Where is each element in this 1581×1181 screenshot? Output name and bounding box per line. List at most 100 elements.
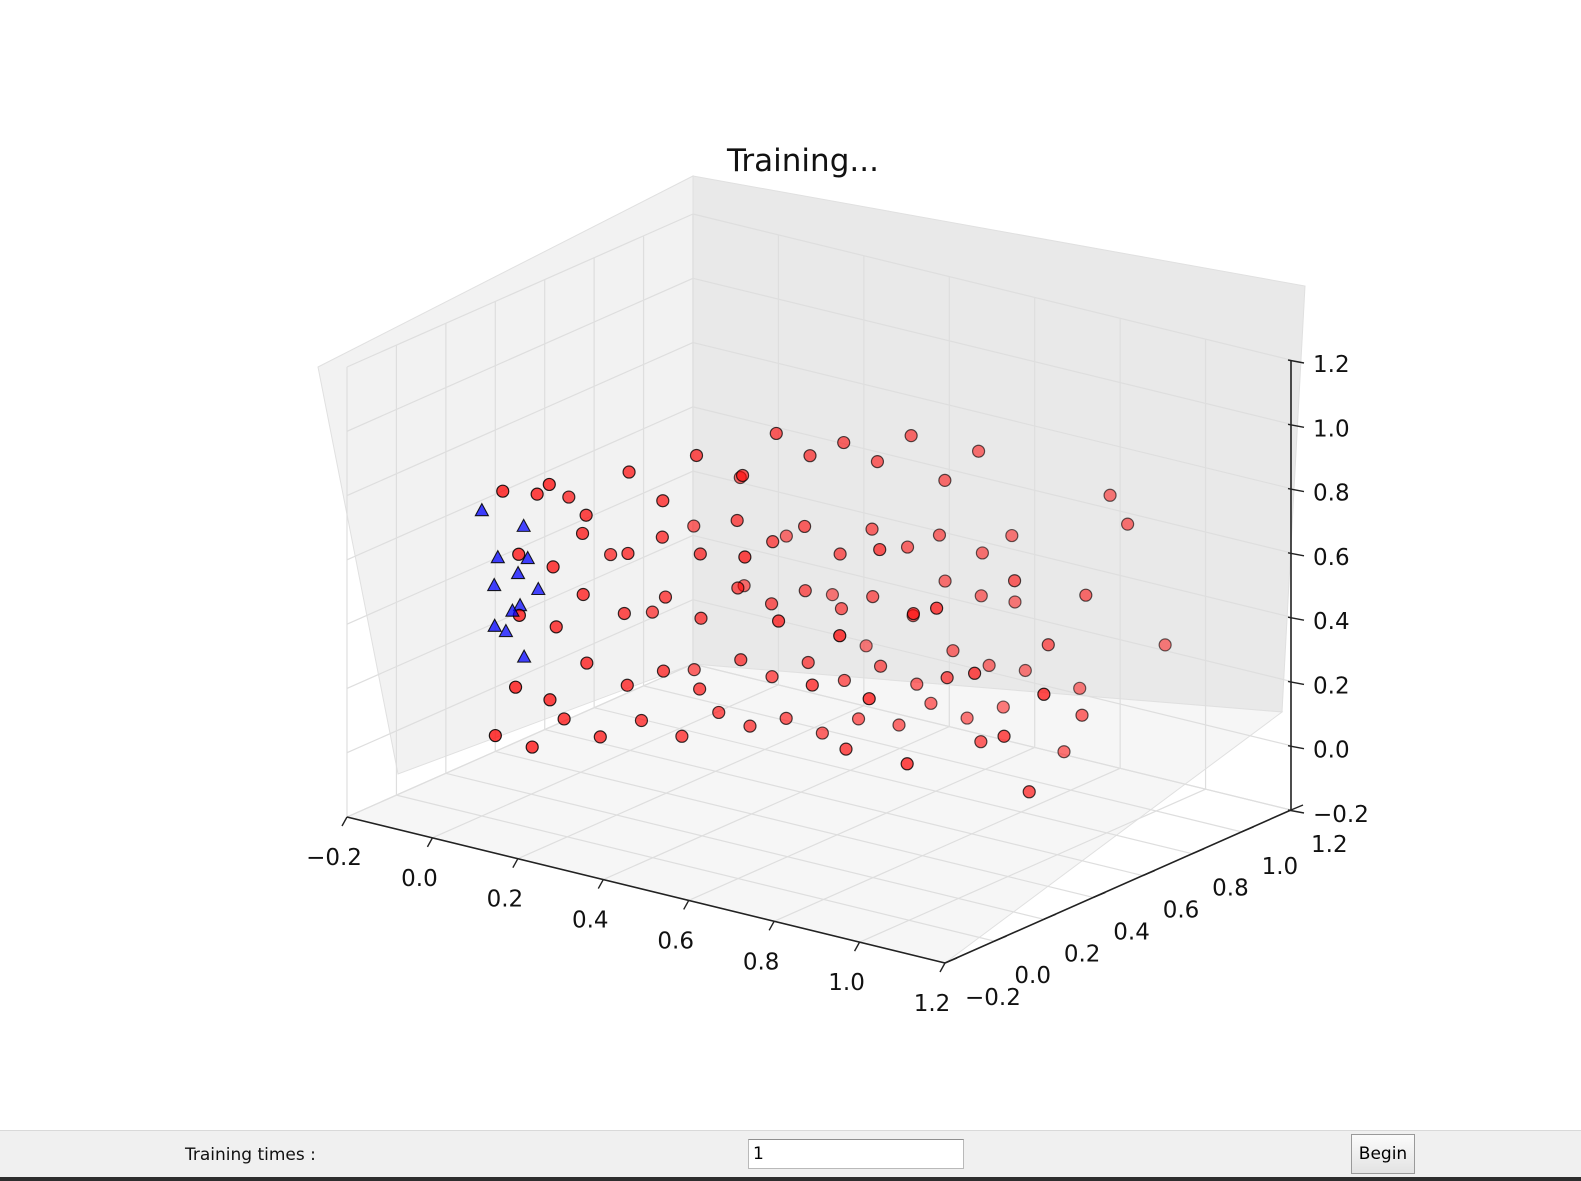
data-point-circle bbox=[938, 473, 952, 487]
pane-left bbox=[317, 175, 694, 775]
scatter-3d-chart: −0.2−0.2−0.20.00.00.00.20.20.20.4 0.40.40… bbox=[306, 143, 1369, 1017]
data-point-circle bbox=[1057, 745, 1071, 759]
x-tick bbox=[939, 962, 946, 973]
left-grid-line bbox=[346, 213, 694, 368]
data-point-circle bbox=[765, 670, 779, 684]
data-point-circle bbox=[873, 659, 888, 673]
data-point-circle bbox=[873, 542, 887, 557]
data-points bbox=[474, 426, 1172, 799]
data-point-circle bbox=[604, 547, 618, 562]
chart-title: Training... bbox=[726, 143, 879, 179]
data-point-circle bbox=[932, 528, 947, 542]
training-times-input[interactable] bbox=[748, 1139, 964, 1169]
data-point-circle bbox=[906, 607, 921, 621]
y-tick bbox=[1241, 826, 1254, 833]
floor-grid-line bbox=[396, 794, 995, 942]
axes: −0.2−0.2−0.20.00.00.00.20.20.20.4 0.40.40… bbox=[306, 352, 1369, 1017]
back-grid-line bbox=[692, 470, 1292, 618]
z-tick-label: 1.0 bbox=[1313, 416, 1350, 442]
data-point-circle bbox=[1121, 517, 1135, 531]
floor-grid-line bbox=[692, 663, 1292, 811]
z-tick bbox=[1287, 616, 1305, 621]
x-tick bbox=[512, 858, 519, 869]
data-point-circle bbox=[1007, 574, 1022, 588]
data-point-triangle bbox=[474, 502, 490, 517]
data-point-circle bbox=[892, 718, 906, 732]
back-grid-line bbox=[692, 277, 1292, 425]
data-point-circle bbox=[712, 705, 726, 720]
data-point-circle bbox=[546, 560, 560, 574]
data-point-circle bbox=[738, 550, 752, 564]
z-tick-label: 1.2 bbox=[1313, 352, 1350, 378]
x-tick bbox=[426, 837, 434, 848]
begin-button[interactable]: Begin bbox=[1351, 1134, 1415, 1174]
left-grid-line bbox=[346, 470, 694, 625]
data-point-circle bbox=[834, 602, 849, 616]
data-point-circle bbox=[1018, 663, 1032, 678]
data-point-circle bbox=[579, 508, 593, 522]
data-point-circle bbox=[734, 653, 748, 667]
data-point-circle bbox=[593, 730, 607, 744]
data-point-triangle bbox=[516, 648, 532, 663]
data-point-circle bbox=[575, 526, 590, 541]
floor-grid-line bbox=[495, 750, 1094, 899]
data-point-circle bbox=[946, 644, 960, 658]
data-point-circle bbox=[693, 682, 707, 696]
y-tick-label: 0.6 bbox=[1163, 898, 1200, 924]
floor-grid-line bbox=[517, 705, 865, 860]
left-grid-line bbox=[346, 406, 694, 561]
y-tick-label: 0.8 bbox=[1212, 876, 1249, 902]
data-point-circle bbox=[771, 614, 786, 628]
z-tick bbox=[1287, 809, 1305, 814]
floor-grid-line bbox=[688, 746, 1035, 901]
x-tick bbox=[853, 941, 861, 952]
data-point-circle bbox=[971, 444, 986, 458]
data-point-circle bbox=[833, 629, 847, 643]
data-point-circle bbox=[1075, 708, 1089, 722]
data-point-circle bbox=[940, 671, 954, 685]
data-point-circle bbox=[862, 692, 876, 706]
training-times-label: Training times : bbox=[185, 1145, 316, 1165]
back-grid-line bbox=[692, 534, 1292, 683]
data-point-circle bbox=[549, 620, 563, 634]
data-point-circle bbox=[996, 700, 1010, 714]
z-tick-label: 0.0 bbox=[1313, 738, 1350, 764]
data-point-circle bbox=[580, 656, 594, 670]
data-point-circle bbox=[542, 477, 556, 492]
control-bar: Training times : Begin bbox=[0, 1130, 1581, 1178]
x-tick-label: 1.0 bbox=[828, 970, 865, 996]
data-point-circle bbox=[687, 663, 701, 677]
z-tick bbox=[1287, 487, 1305, 493]
x-tick-label: 0.2 bbox=[487, 887, 524, 913]
back-grid-line bbox=[692, 341, 1292, 490]
data-point-circle bbox=[687, 519, 701, 533]
data-point-circle bbox=[938, 574, 952, 588]
y-tick-label: −0.2 bbox=[965, 985, 1021, 1011]
x-tick bbox=[597, 879, 604, 889]
data-point-circle bbox=[731, 581, 745, 595]
data-point-circle bbox=[1008, 595, 1022, 609]
data-point-circle bbox=[689, 448, 704, 463]
back-grid-line bbox=[692, 406, 1292, 554]
data-point-triangle bbox=[487, 618, 503, 632]
data-point-circle bbox=[779, 529, 793, 543]
data-point-circle bbox=[562, 490, 576, 504]
data-point-circle bbox=[766, 535, 780, 549]
left-grid-line bbox=[346, 663, 694, 818]
data-point-circle bbox=[859, 639, 873, 653]
data-point-circle bbox=[621, 546, 635, 561]
data-point-circle bbox=[655, 530, 669, 544]
data-point-circle bbox=[1079, 588, 1093, 602]
z-tick bbox=[1287, 552, 1305, 557]
data-point-triangle bbox=[498, 623, 514, 638]
data-point-triangle bbox=[520, 550, 536, 565]
data-point-circle bbox=[997, 729, 1011, 743]
data-point-circle bbox=[779, 711, 793, 725]
x-tick bbox=[341, 816, 348, 827]
data-point-circle bbox=[815, 726, 829, 740]
y-tick-label: 0.0 bbox=[1014, 963, 1051, 989]
y-tick-label: 0.4 bbox=[1113, 919, 1150, 945]
floor-grid-line bbox=[643, 685, 1242, 833]
data-point-circle bbox=[924, 696, 938, 710]
data-point-circle bbox=[825, 588, 840, 602]
